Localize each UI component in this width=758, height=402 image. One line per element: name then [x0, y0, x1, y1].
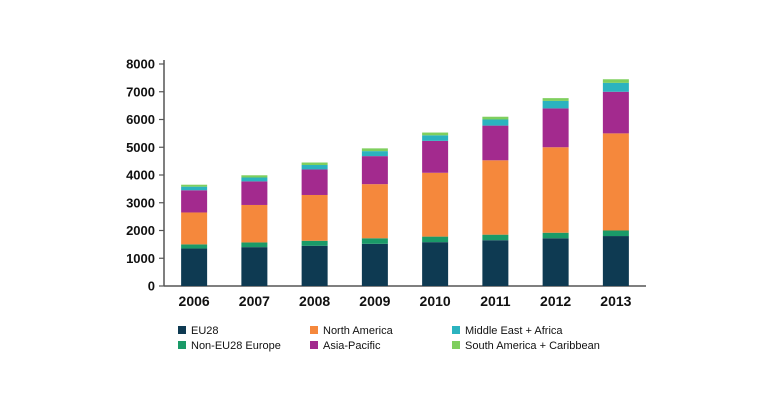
x-tick-label: 2010 [420, 293, 451, 309]
bar-segment-eu28 [181, 248, 208, 286]
legend-item: Asia-Pacific [310, 340, 381, 352]
bar-segment-north-america [181, 212, 208, 245]
legend-item: South America + Caribbean [452, 340, 600, 352]
legend-item: North America [310, 325, 394, 337]
bar-segment-asia-pacific [361, 156, 388, 185]
bar-stack-2012 [542, 98, 569, 286]
x-tick-label: 2013 [600, 293, 631, 309]
bar-segment-south-america-caribbean [361, 148, 388, 152]
y-tick-label: 2000 [126, 223, 155, 238]
bar-segment-south-america-caribbean [602, 79, 629, 83]
bar-segment-north-america [241, 204, 268, 243]
bar-stack-2010 [422, 132, 449, 286]
bar-segment-middle-east-africa [422, 135, 449, 141]
bar-segment-eu28 [542, 238, 569, 286]
bar-stack-2013 [602, 79, 629, 286]
bar-segment-asia-pacific [301, 169, 328, 195]
bar-segment-non-eu28-europe [181, 244, 208, 249]
bar-segment-asia-pacific [241, 181, 268, 205]
bar-segment-north-america [482, 160, 509, 235]
bar-stack-2011 [482, 116, 509, 286]
bar-segment-eu28 [482, 240, 509, 286]
legend-swatch [178, 326, 186, 334]
bar-segment-eu28 [301, 245, 328, 286]
bar-segment-middle-east-africa [181, 186, 208, 191]
bar-segment-non-eu28-europe [542, 232, 569, 239]
bar-segment-eu28 [241, 247, 268, 286]
bar-segment-asia-pacific [542, 108, 569, 148]
bar-segment-middle-east-africa [361, 151, 388, 157]
bar-segment-south-america-caribbean [181, 184, 208, 187]
bar-segment-north-america [602, 133, 629, 231]
bar-segment-middle-east-africa [241, 177, 268, 182]
y-tick-label: 1000 [126, 251, 155, 266]
bar-stack-2006 [181, 184, 208, 286]
x-axis: 2006 2007 2008 2009 2010 2011 2012 2013 [164, 285, 646, 309]
y-axis: 0 1000 2000 3000 4000 5000 6000 7000 8000 [126, 57, 165, 294]
legend-item: Non-EU28 Europe [178, 340, 281, 352]
legend: EU28 North America Middle East + Africa Non… [178, 325, 600, 352]
bar-segment-asia-pacific [482, 125, 509, 161]
bar-segment-asia-pacific [181, 190, 208, 213]
x-tick-label: 2012 [540, 293, 571, 309]
bar-segment-south-america-caribbean [241, 175, 268, 178]
legend-label: Asia-Pacific [323, 340, 381, 352]
bar-segment-asia-pacific [602, 91, 629, 134]
y-tick-label: 4000 [126, 168, 155, 183]
bar-segment-south-america-caribbean [542, 98, 569, 101]
bar-segment-north-america [422, 172, 449, 237]
y-tick-label: 6000 [126, 112, 155, 127]
y-tick-label: 3000 [126, 195, 155, 210]
legend-item: Middle East + Africa [452, 325, 563, 337]
y-tick-label: 7000 [126, 84, 155, 99]
bar-segment-eu28 [422, 242, 449, 286]
bar-segment-middle-east-africa [602, 82, 629, 92]
y-tick-label: 5000 [126, 140, 155, 155]
legend-swatch [310, 326, 318, 334]
y-tick-label: 0 [148, 279, 155, 294]
legend-label: Non-EU28 Europe [191, 340, 281, 352]
bar-segment-eu28 [602, 236, 629, 286]
legend-label: South America + Caribbean [465, 340, 600, 352]
bar-segment-south-america-caribbean [422, 132, 449, 136]
bar-segment-non-eu28-europe [301, 240, 328, 246]
bar-segment-south-america-caribbean [482, 116, 509, 120]
x-tick-label: 2008 [299, 293, 330, 309]
legend-label: Middle East + Africa [465, 325, 563, 337]
legend-item: EU28 [178, 325, 219, 337]
x-tick-label: 2009 [359, 293, 390, 309]
bar-stack-2009 [361, 148, 388, 286]
bars [181, 79, 629, 286]
x-tick-label: 2011 [480, 293, 511, 309]
bar-segment-eu28 [361, 243, 388, 286]
bar-segment-non-eu28-europe [422, 236, 449, 243]
bar-stack-2008 [301, 162, 328, 286]
legend-label: EU28 [191, 325, 219, 337]
bar-segment-north-america [361, 184, 388, 239]
bar-stack-2007 [241, 175, 268, 286]
y-tick-label: 8000 [126, 57, 155, 72]
bar-segment-non-eu28-europe [602, 230, 629, 237]
bar-segment-south-america-caribbean [301, 162, 328, 166]
legend-swatch [310, 341, 318, 349]
bar-segment-middle-east-africa [542, 100, 569, 109]
bar-segment-asia-pacific [422, 140, 449, 173]
bar-segment-non-eu28-europe [241, 242, 268, 248]
x-tick-label: 2007 [239, 293, 270, 309]
bar-segment-middle-east-africa [482, 119, 509, 126]
bar-segment-north-america [301, 194, 328, 241]
x-tick-label: 2006 [179, 293, 210, 309]
bar-segment-north-america [542, 147, 569, 233]
bar-segment-non-eu28-europe [361, 238, 388, 244]
bar-segment-middle-east-africa [301, 165, 328, 170]
legend-swatch [178, 341, 186, 349]
legend-swatch [452, 326, 460, 334]
legend-swatch [452, 341, 460, 349]
legend-label: North America [323, 325, 394, 337]
bar-segment-non-eu28-europe [482, 234, 509, 241]
